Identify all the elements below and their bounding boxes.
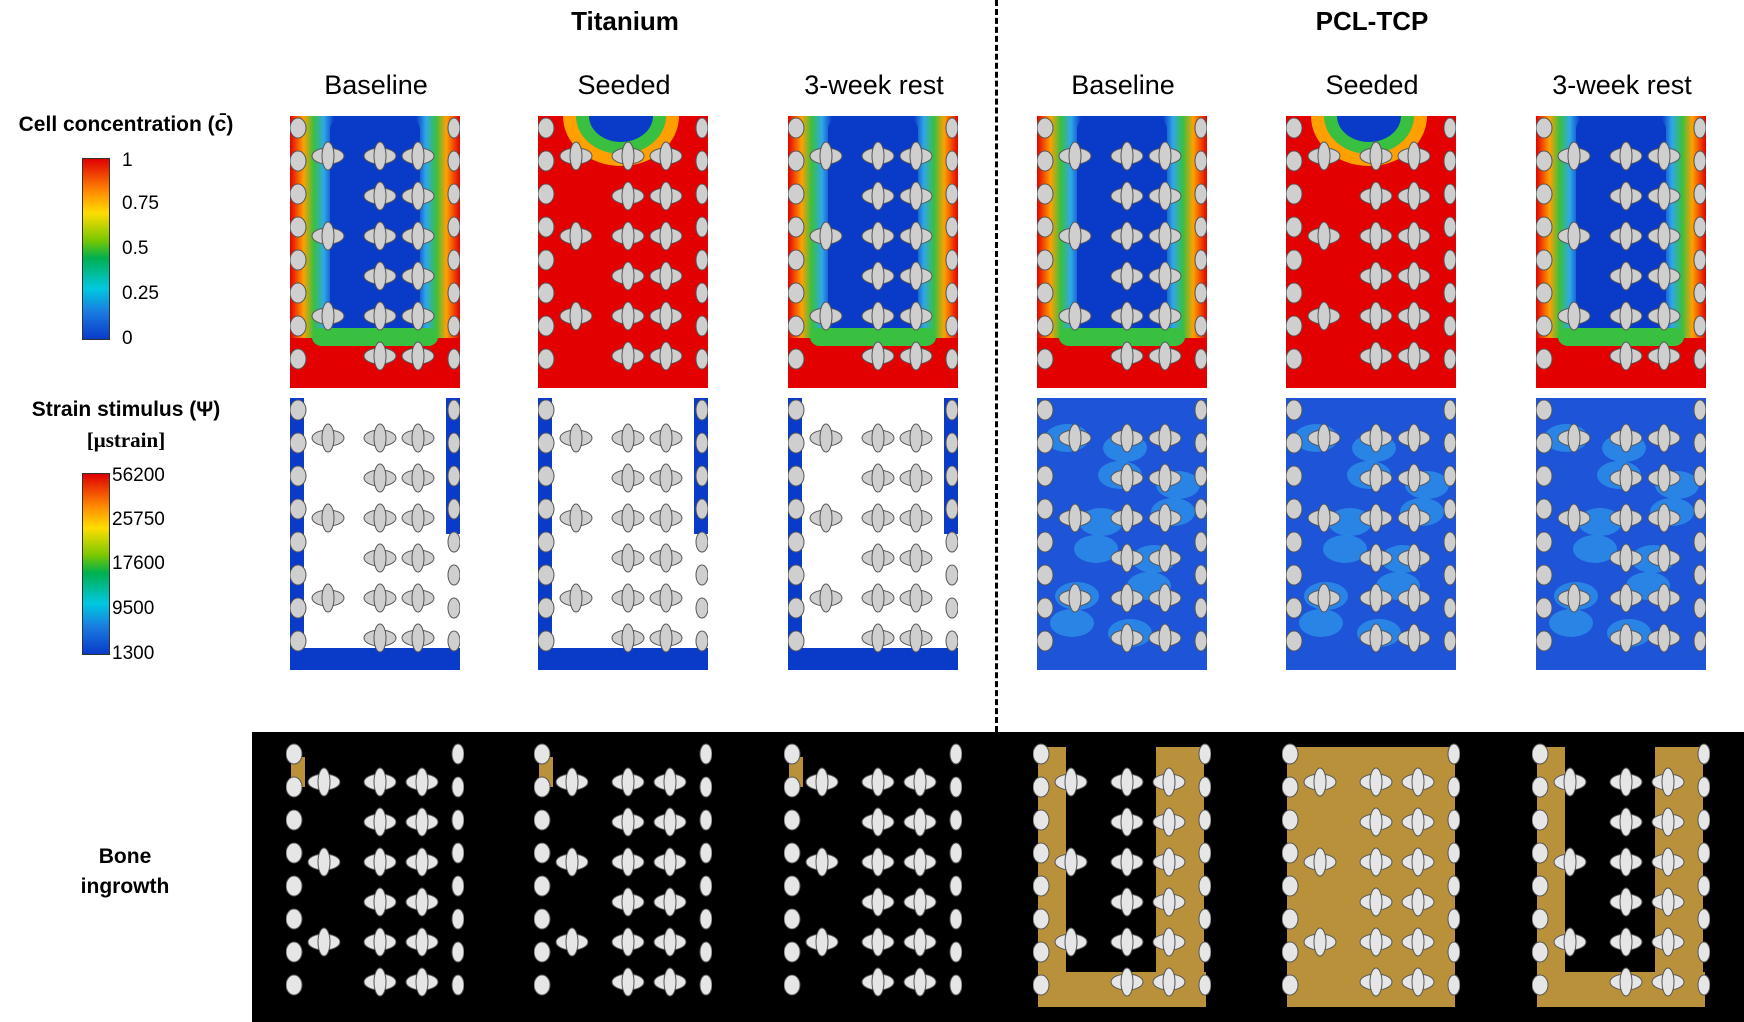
col-title-ti-rest: 3-week rest <box>804 70 944 100</box>
panel-bone-5 <box>1532 742 1710 1012</box>
panel-cell-2 <box>788 116 958 388</box>
panel-bone-3 <box>1033 742 1211 1012</box>
panel-cell-1 <box>538 116 708 388</box>
cell-legend-title: Cell concentration (c̄) <box>18 113 234 136</box>
strain-colorbar <box>82 473 110 655</box>
strain-legend-title: Strain stimulus (Ψ) <box>31 398 221 421</box>
panel-strain-1 <box>538 398 708 670</box>
cell-colorbar <box>82 158 110 340</box>
cell-tick: 1 <box>122 150 133 171</box>
bone-ingrowth-label: Bone ingrowth <box>40 842 210 902</box>
cell-tick: 0.75 <box>122 193 159 214</box>
cell-tick: 0.25 <box>122 283 159 304</box>
group-title-pcl-tcp: PCL-TCP <box>1315 6 1429 36</box>
col-title-pcl-baseline: Baseline <box>1071 70 1175 100</box>
strain-tick: 9500 <box>112 598 155 619</box>
panel-bone-2 <box>784 742 962 1012</box>
panel-cell-0 <box>290 116 460 388</box>
strain-tick: 56200 <box>112 465 165 486</box>
group-title-titanium: Titanium <box>571 6 679 36</box>
bone-label-line1: Bone <box>98 845 152 868</box>
panel-strain-4 <box>1286 398 1456 670</box>
col-title-ti-baseline: Baseline <box>324 70 428 100</box>
strain-legend-unit: [μstrain] <box>86 428 166 452</box>
panel-cell-5 <box>1536 116 1706 388</box>
col-title-pcl-rest: 3-week rest <box>1552 70 1692 100</box>
panel-bone-1 <box>534 742 712 1012</box>
strain-tick: 1300 <box>112 643 155 664</box>
cell-tick: 0.5 <box>122 238 149 259</box>
strain-tick: 17600 <box>112 553 165 574</box>
panel-cell-4 <box>1286 116 1456 388</box>
panel-strain-3 <box>1037 398 1207 670</box>
panel-strain-5 <box>1536 398 1706 670</box>
cell-tick: 0 <box>122 328 133 349</box>
panel-strain-0 <box>290 398 460 670</box>
panel-bone-4 <box>1282 742 1460 1012</box>
panel-strain-2 <box>788 398 958 670</box>
col-title-pcl-seeded: Seeded <box>1325 70 1419 100</box>
group-divider <box>995 0 998 732</box>
bone-label-line2: ingrowth <box>80 875 170 898</box>
panel-bone-0 <box>286 742 464 1012</box>
bone-ingrowth-background <box>252 732 1744 1022</box>
panel-cell-3 <box>1037 116 1207 388</box>
strain-tick: 25750 <box>112 509 165 530</box>
col-title-ti-seeded: Seeded <box>577 70 671 100</box>
